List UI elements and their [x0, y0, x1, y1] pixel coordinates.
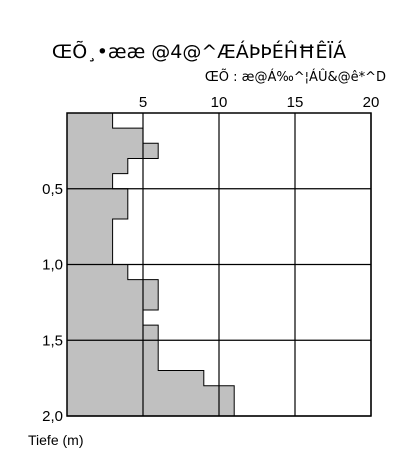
- profile-step-14: [67, 310, 143, 325]
- x-tick-label: 10: [211, 94, 228, 111]
- profile-step-5: [67, 174, 113, 189]
- plot-frame: [66, 112, 372, 417]
- y-axis-label: Tiefe (m): [28, 432, 83, 448]
- profile-step-19: [67, 386, 234, 401]
- y-tick-labels: 0,5 1,0 1,5 2,0: [42, 181, 63, 425]
- x-tick-label: 20: [363, 94, 380, 111]
- plot-area: [66, 112, 372, 417]
- y-tick-label: 0,5: [42, 181, 63, 198]
- x-tick-labels: 5 10 15 20: [139, 94, 380, 111]
- profile-step-2: [67, 128, 143, 143]
- y-tick-label: 2,0: [42, 408, 63, 425]
- profile-step-10: [67, 249, 113, 264]
- profile-step-4: [67, 158, 128, 173]
- profile-step-1: [67, 113, 113, 128]
- profile-step-20: [67, 401, 234, 416]
- x-tick-label: 5: [139, 94, 147, 111]
- x-tick-label: 15: [287, 94, 304, 111]
- y-tick-label: 1,0: [42, 257, 63, 274]
- profile-step-17: [67, 355, 158, 370]
- profile-step-15: [67, 325, 158, 340]
- profile-step-6: [67, 189, 128, 204]
- profile-step-11: [67, 265, 128, 280]
- profile-step-16: [67, 340, 158, 355]
- profile-step-12: [67, 280, 158, 295]
- profile-step-7: [67, 204, 128, 219]
- profile-step-13: [67, 295, 158, 310]
- profile-step-9: [67, 234, 113, 249]
- x-axis-label: ŒÕ : æ@Á‰^¦ÁÛ&@ê*^D: [205, 69, 386, 85]
- y-tick-label: 1,5: [42, 332, 63, 349]
- chart-title: ŒÕ¸•ææ @4@^ÆÁÞÞÉĤĦÊÏÁ: [52, 40, 346, 63]
- profile-step-3: [67, 143, 158, 158]
- profile-step-8: [67, 219, 113, 234]
- profile-step-18: [67, 371, 204, 386]
